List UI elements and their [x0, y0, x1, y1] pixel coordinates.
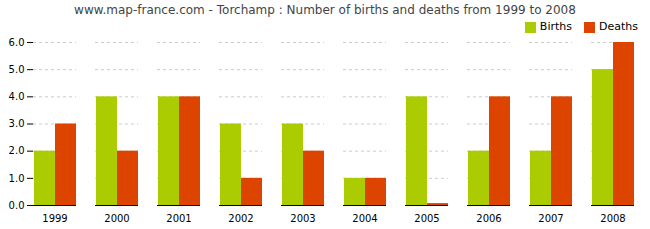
svg-text:2000: 2000: [104, 213, 129, 224]
svg-text:2003: 2003: [290, 213, 315, 224]
svg-text:3.0: 3.0: [9, 118, 25, 129]
svg-text:0.0: 0.0: [9, 200, 25, 211]
svg-text:1999: 1999: [42, 213, 67, 224]
svg-text:2008: 2008: [600, 213, 625, 224]
svg-text:1.0: 1.0: [9, 173, 25, 184]
svg-text:4.0: 4.0: [9, 91, 25, 102]
svg-text:2001: 2001: [166, 213, 191, 224]
html-text:Births: Births: [539, 20, 572, 33]
svg-text:5.0: 5.0: [9, 64, 25, 75]
svg-text:2004: 2004: [352, 213, 377, 224]
html-text:Deaths: Deaths: [599, 20, 638, 33]
svg-text:2006: 2006: [476, 213, 501, 224]
svg-text:2002: 2002: [228, 213, 253, 224]
svg-text:6.0: 6.0: [9, 37, 25, 48]
svg-text:2007: 2007: [538, 213, 563, 224]
html-text:www.map-france.com - Torchamp: www.map-france.com - Torchamp : Number o…: [74, 3, 576, 17]
svg-text:2.0: 2.0: [9, 145, 25, 156]
svg-text:2005: 2005: [414, 213, 439, 224]
